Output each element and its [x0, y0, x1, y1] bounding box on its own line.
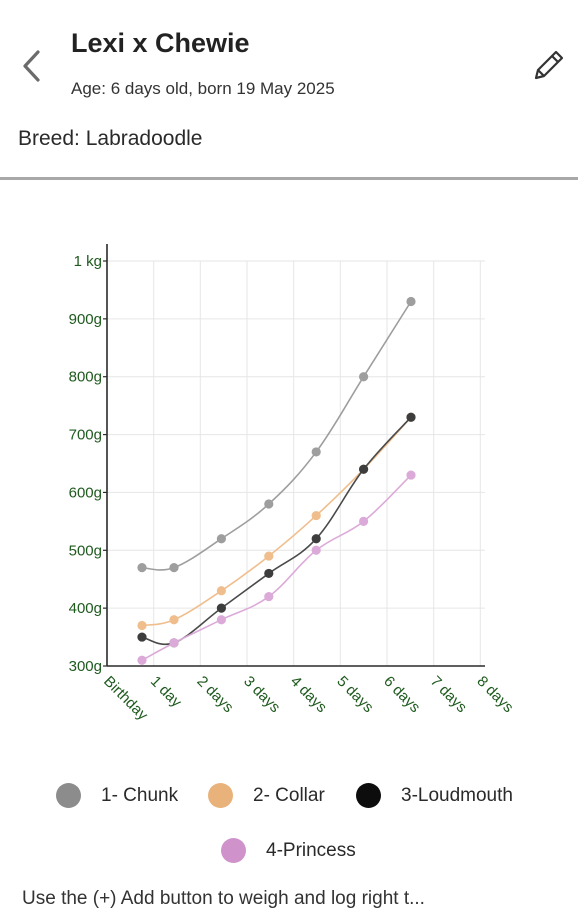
legend-item-chunk[interactable]: 1- Chunk	[56, 783, 178, 808]
chevron-left-icon	[23, 50, 40, 82]
data-point[interactable]	[264, 568, 274, 579]
data-point[interactable]	[406, 470, 416, 480]
legend-label: 3-Loudmouth	[401, 784, 513, 806]
data-point[interactable]	[137, 563, 147, 573]
data-point[interactable]	[137, 620, 147, 631]
series-line	[141, 416, 412, 627]
breed-label: Breed: Labradoodle	[18, 127, 203, 150]
data-point[interactable]	[359, 372, 369, 382]
x-tick-label: 8 days	[473, 673, 516, 716]
legend-dot	[356, 783, 381, 808]
legend-label: 1- Chunk	[101, 784, 179, 806]
y-tick-label: 400g	[69, 600, 102, 617]
legend-item-collar[interactable]: 2- Collar	[208, 783, 325, 808]
legend-dot	[56, 783, 81, 808]
series-4	[137, 470, 416, 665]
legend-dot	[208, 783, 233, 808]
y-tick-label: 900g	[69, 311, 102, 328]
x-tick-label: 7 days	[427, 673, 470, 716]
edit-button[interactable]	[528, 46, 568, 86]
chart-axes	[103, 244, 485, 667]
data-point[interactable]	[169, 563, 179, 573]
chart-grid	[106, 260, 485, 667]
data-point[interactable]	[216, 586, 226, 596]
x-tick-label: Birthday	[100, 673, 151, 724]
data-point[interactable]	[311, 545, 321, 555]
legend-item-princess[interactable]: 4-Princess	[221, 838, 356, 863]
legend-dot	[221, 838, 246, 863]
back-button[interactable]	[14, 46, 50, 86]
y-tick-label: 600g	[69, 484, 102, 501]
data-point[interactable]	[311, 510, 321, 521]
data-point[interactable]	[137, 655, 147, 665]
x-tick-label: 3 days	[240, 673, 283, 716]
header-divider	[0, 177, 578, 180]
data-point[interactable]	[311, 534, 321, 544]
weight-chart: 300g 400g 500g 600g 700g 800g 900g 1 kg Birthda…	[69, 244, 517, 724]
pencil-icon	[534, 50, 564, 80]
x-tick-label: 1 day	[147, 673, 185, 711]
y-tick-label: 700g	[69, 427, 102, 444]
series-3	[137, 412, 416, 648]
data-point[interactable]	[264, 591, 274, 602]
litter-header: Lexi x Chewie Age: 6 days old, born 19 M…	[0, 0, 578, 180]
data-point[interactable]	[169, 615, 179, 625]
page-title: Lexi x Chewie	[71, 28, 250, 58]
chart-series	[137, 296, 416, 665]
y-tick-label: 500g	[69, 542, 102, 559]
litter-age: Age: 6 days old, born 19 May 2025	[71, 79, 335, 98]
y-tick-label: 800g	[69, 369, 102, 386]
series-line	[141, 301, 412, 571]
legend-label: 4-Princess	[266, 839, 356, 861]
series-2	[137, 412, 416, 631]
series-1	[137, 296, 416, 573]
data-point[interactable]	[406, 296, 416, 307]
legend-item-loudmouth[interactable]: 3-Loudmouth	[356, 783, 513, 808]
y-tick-labels: 300g 400g 500g 600g 700g 800g 900g 1 kg	[69, 253, 102, 675]
data-point[interactable]	[359, 516, 369, 526]
data-point[interactable]	[216, 615, 226, 625]
x-tick-label: 4 days	[287, 673, 330, 716]
series-line	[141, 416, 412, 646]
y-tick-label: 1 kg	[74, 253, 102, 270]
instruction-text: Use the (+) Add button to weigh and log …	[22, 888, 425, 909]
data-point[interactable]	[216, 603, 226, 613]
data-point[interactable]	[216, 534, 226, 544]
data-point[interactable]	[311, 447, 321, 457]
data-point[interactable]	[137, 632, 147, 642]
data-point[interactable]	[359, 464, 369, 474]
x-tick-label: 2 days	[193, 673, 236, 716]
data-point[interactable]	[264, 551, 274, 561]
data-point[interactable]	[264, 499, 274, 509]
data-point[interactable]	[406, 412, 416, 422]
data-point[interactable]	[169, 638, 179, 648]
legend-label: 2- Collar	[253, 784, 325, 806]
y-tick-label: 300g	[69, 658, 102, 675]
x-tick-label: 6 days	[380, 673, 423, 716]
x-tick-label: 5 days	[333, 673, 376, 716]
